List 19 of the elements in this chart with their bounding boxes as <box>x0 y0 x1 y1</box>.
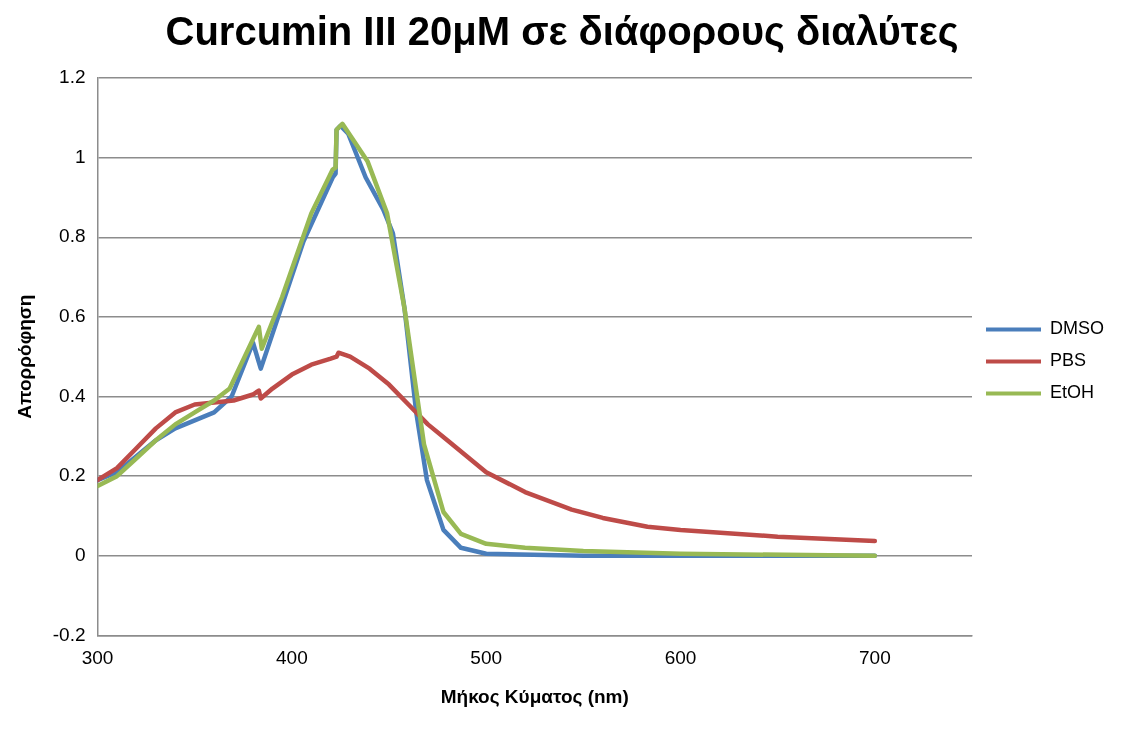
legend-label: EtOH <box>1050 382 1095 403</box>
y-tick-label: -0.2 <box>52 623 86 645</box>
y-tick-label: 0.4 <box>59 384 86 406</box>
legend-label: DMSO <box>1050 318 1104 339</box>
y-axis-title: Απορρόφηση <box>13 294 35 419</box>
x-tick-label: 600 <box>664 647 697 669</box>
x-tick-label: 300 <box>81 647 114 669</box>
y-tick-label: 0.6 <box>59 305 86 327</box>
x-tick-label: 400 <box>276 647 308 669</box>
x-tick-label: 500 <box>470 647 503 669</box>
y-tick-label: 1 <box>74 145 86 167</box>
chart-title: Curcumin III 20μM σε διάφορους διαλύτες <box>165 9 959 55</box>
y-tick-label: 1.2 <box>59 66 86 88</box>
legend-label: PBS <box>1050 350 1087 371</box>
x-axis-title: Μήκος Κύματος (nm) <box>440 685 629 707</box>
y-tick-label: 0 <box>74 544 86 566</box>
y-tick-label: 0.8 <box>59 225 86 247</box>
x-tick-label: 700 <box>858 647 891 669</box>
y-tick-label: 0.2 <box>59 464 86 486</box>
